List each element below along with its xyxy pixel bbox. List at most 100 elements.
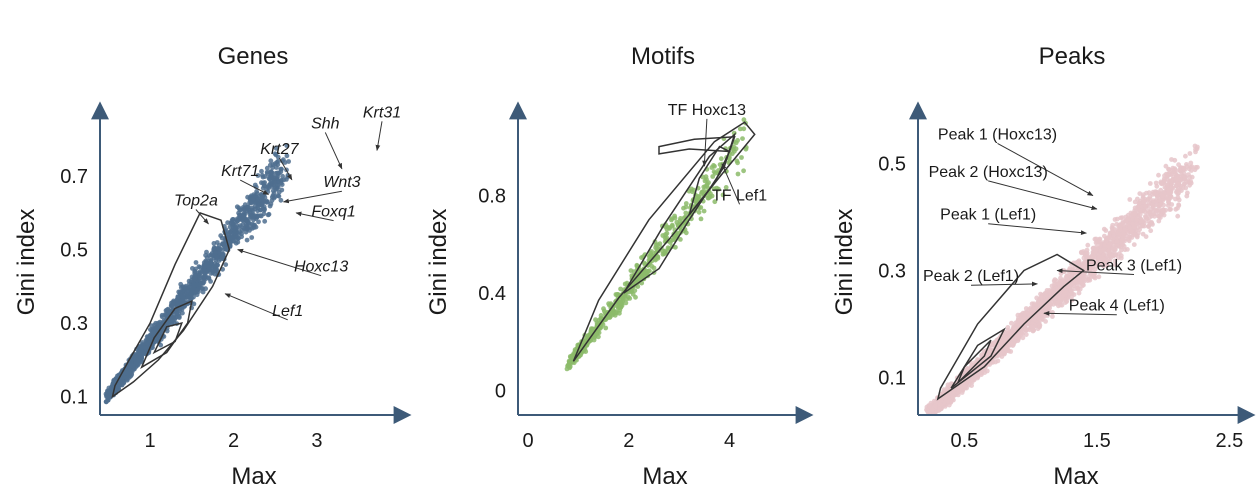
panel-title: Peaks [1039, 43, 1106, 70]
data-point [1102, 233, 1107, 239]
data-point [627, 296, 633, 301]
data-point [1112, 217, 1118, 222]
data-point [739, 155, 744, 160]
data-point [212, 253, 218, 258]
data-point [1113, 252, 1118, 258]
data-point [665, 245, 671, 251]
data-point [212, 268, 218, 273]
data-point [1096, 255, 1102, 261]
data-point [259, 168, 264, 174]
data-point [1175, 213, 1181, 219]
data-point [1042, 309, 1047, 315]
data-point [1188, 160, 1194, 166]
data-point [1128, 213, 1134, 219]
data-point [1013, 320, 1019, 326]
data-point [683, 210, 689, 216]
data-point [717, 162, 723, 168]
contour-layer [572, 121, 756, 362]
data-point [1132, 232, 1138, 238]
density-contour [140, 299, 193, 369]
data-point [1094, 246, 1099, 252]
data-point [175, 294, 181, 300]
data-point [271, 190, 277, 196]
data-point [593, 317, 598, 323]
data-point [615, 292, 621, 297]
data-point [1045, 297, 1051, 303]
data-point [1136, 200, 1142, 206]
data-point [1140, 223, 1145, 229]
annotation-label: Wnt3 [323, 174, 360, 191]
data-point [267, 182, 273, 188]
data-point [189, 277, 194, 283]
annotation-leader [970, 281, 1038, 287]
annotation-leader [195, 209, 209, 225]
data-point [678, 237, 683, 242]
data-point [1169, 157, 1174, 162]
data-point [244, 237, 250, 243]
x-tick-label: 2 [623, 430, 634, 452]
data-point [257, 193, 262, 199]
data-point [260, 185, 266, 191]
y-tick-label: 0.5 [60, 240, 88, 262]
data-point [1169, 178, 1174, 183]
data-point [1151, 211, 1156, 217]
data-point [242, 202, 248, 208]
data-point [603, 325, 609, 331]
data-point [1120, 242, 1126, 248]
data-point [598, 313, 604, 318]
data-point [1064, 273, 1070, 279]
data-point [105, 388, 110, 394]
y-tick-label: 0.7 [60, 166, 88, 188]
data-point [1114, 239, 1120, 244]
data-point [1125, 247, 1130, 252]
data-point [1175, 205, 1180, 211]
data-point [1048, 292, 1054, 298]
x-tick-label: 3 [311, 430, 322, 452]
y-tick-label: 0.1 [878, 368, 906, 390]
annotation-label: Top2a [174, 193, 218, 210]
data-point [941, 387, 947, 392]
data-point [1169, 171, 1174, 177]
data-point [1131, 224, 1137, 230]
data-point [651, 265, 657, 271]
density-contour [658, 135, 736, 155]
data-point [1122, 238, 1128, 244]
data-point [1114, 221, 1119, 227]
data-point [927, 403, 932, 409]
data-point [1183, 153, 1188, 159]
data-point [275, 170, 280, 176]
data-point [264, 165, 270, 171]
data-point [227, 229, 233, 235]
data-point [195, 287, 201, 293]
data-point [937, 402, 943, 407]
x-axis-label: Max [1053, 463, 1098, 490]
contour-layer [936, 253, 1085, 401]
annotation-leader [324, 132, 343, 170]
y-tick-label: 0.3 [60, 313, 88, 335]
data-point [696, 209, 702, 215]
density-contour [111, 211, 231, 399]
data-point [1111, 226, 1117, 232]
data-point [1163, 163, 1169, 169]
annotation-label: Peak 1 (Hoxc13) [938, 126, 1057, 143]
data-point [1177, 167, 1182, 173]
data-point [741, 126, 747, 132]
data-point [1159, 181, 1165, 187]
data-point [1153, 199, 1159, 205]
data-point [246, 216, 252, 222]
data-point [1035, 299, 1041, 305]
data-point [180, 310, 185, 316]
data-point [711, 169, 717, 175]
data-point [1075, 286, 1081, 292]
panel-peaks: Peaks Peak 1 (Hoxc13)Peak 2 (Hoxc13)Peak… [831, 43, 1256, 490]
data-point [138, 355, 144, 360]
data-point [152, 322, 158, 328]
data-point [1031, 306, 1037, 312]
data-point [1186, 172, 1191, 178]
y-axis-label: Gini index [13, 209, 40, 316]
panel-title: Motifs [631, 43, 695, 70]
data-point [733, 140, 739, 146]
data-point [1142, 209, 1148, 215]
data-point [201, 279, 207, 285]
data-point [1085, 242, 1091, 248]
